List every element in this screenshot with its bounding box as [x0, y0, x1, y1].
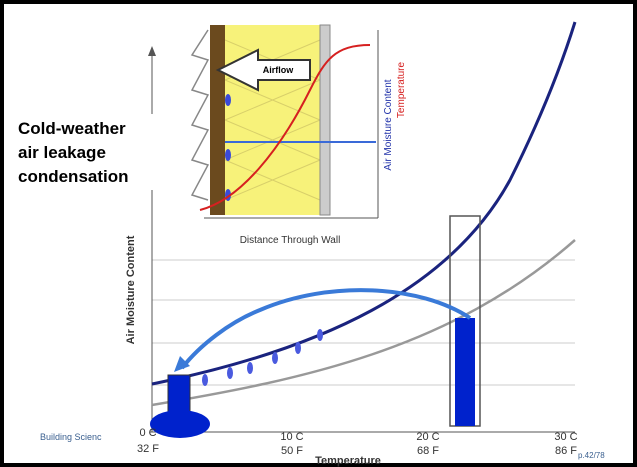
title-line: Cold-weather [18, 119, 126, 138]
inset-y-label: Air Moisture Content [383, 79, 394, 170]
airflow-label: Airflow [263, 65, 294, 75]
tick-c: 0 C [139, 427, 156, 439]
inset-x-label: Distance Through Wall [240, 235, 341, 246]
tick-f: 32 F [137, 443, 159, 455]
slide: Building Scienc p.42/78 Air Moisture Con… [0, 0, 637, 467]
sheathing [210, 25, 225, 215]
tick-f: 86 F [555, 445, 577, 457]
drop [225, 94, 231, 106]
drop [247, 362, 253, 374]
y-axis-label: Air Moisture Content [125, 235, 137, 344]
puddle [150, 410, 210, 438]
insulation [225, 25, 320, 215]
title-line: air leakage [18, 143, 106, 162]
drop [317, 329, 323, 341]
tick-c: 20 C [416, 431, 439, 443]
drywall [320, 25, 330, 215]
right-bar [455, 318, 475, 426]
drop [202, 374, 208, 386]
drop [225, 149, 231, 161]
inset-y-label: Temperature [396, 61, 407, 118]
tick-f: 50 F [281, 445, 303, 457]
footer-page: p.42/78 [578, 451, 605, 460]
page: Building Scienc p.42/78 Air Moisture Con… [0, 0, 637, 467]
title-line: condensation [18, 167, 129, 186]
footer-left: Building Scienc [40, 432, 102, 442]
tick-c: 30 C [554, 431, 577, 443]
drop [272, 352, 278, 364]
drop [227, 367, 233, 379]
tick-f: 68 F [417, 445, 439, 457]
inset: Airflow Air Moisture Content Temperature… [176, 20, 407, 248]
drop [295, 342, 301, 354]
x-axis-label: Temperature [315, 455, 381, 467]
tick-c: 10 C [280, 431, 303, 443]
